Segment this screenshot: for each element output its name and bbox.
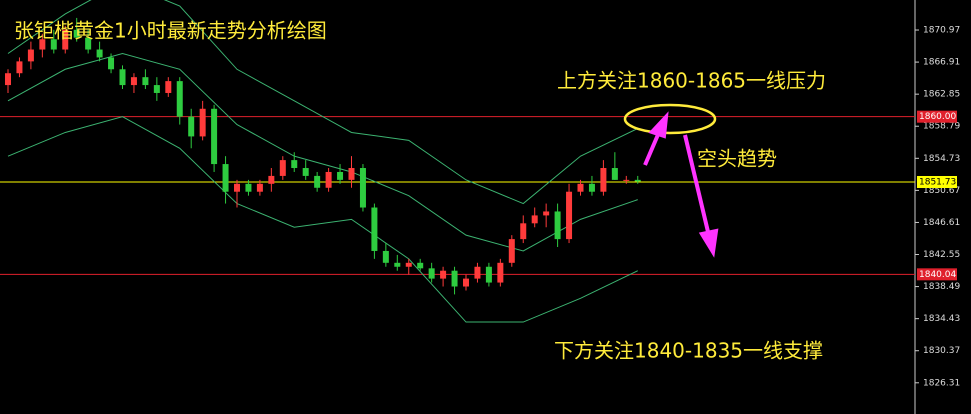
y-tick-label: 1838.49 xyxy=(923,282,960,292)
candle-body xyxy=(130,77,137,86)
candle-body xyxy=(234,183,240,192)
candle-body xyxy=(474,266,481,279)
price-label-box xyxy=(917,110,957,123)
candle-body xyxy=(531,215,538,224)
candle-body xyxy=(5,73,11,86)
candle-body xyxy=(199,108,206,137)
arrow-head xyxy=(648,111,669,139)
arrow-head xyxy=(698,228,719,258)
chart-title: 张钜楷黄金1小时最新走势分析绘图 xyxy=(14,19,327,43)
price-label-box xyxy=(917,175,957,188)
candle-body xyxy=(337,171,344,180)
candle-body xyxy=(39,39,46,50)
marks xyxy=(0,0,915,323)
candle-body xyxy=(85,37,92,50)
annotation: 下方关注1840-1835一线支撑 xyxy=(554,339,823,363)
y-tick-label: 1870.97 xyxy=(923,26,960,36)
candle-body xyxy=(96,49,103,58)
candle-body xyxy=(508,239,515,263)
candle-body xyxy=(222,164,229,192)
candle-body xyxy=(463,278,469,287)
candle-body xyxy=(73,29,80,38)
candle-body xyxy=(359,168,366,208)
y-tick-label: 1854.73 xyxy=(923,154,960,164)
arrows xyxy=(643,111,719,258)
candle-body xyxy=(291,160,298,169)
band-line xyxy=(7,52,638,252)
highlight-ellipse xyxy=(623,103,717,135)
y-tick-label: 1830.37 xyxy=(923,346,960,356)
candle-body xyxy=(554,211,561,240)
price-label: 1840.04 xyxy=(919,270,956,280)
y-tick-label: 1846.61 xyxy=(923,218,960,228)
candle-body xyxy=(245,183,252,192)
candle-body xyxy=(27,49,34,62)
candle-body xyxy=(497,262,504,283)
annotation: 上方关注1860-1865一线压力 xyxy=(557,69,826,93)
candle-body xyxy=(382,250,389,263)
candle-body xyxy=(588,183,595,192)
price-label: 1851.73 xyxy=(919,177,956,187)
candle-body xyxy=(623,179,630,181)
candle-body xyxy=(211,108,218,165)
candle-body xyxy=(371,207,378,251)
candle-body xyxy=(256,183,263,192)
y-tick-label: 1858.79 xyxy=(923,122,960,132)
candle-body xyxy=(611,168,618,180)
candle-body xyxy=(577,183,584,192)
band-line xyxy=(7,116,638,323)
candle-body xyxy=(153,85,160,93)
y-tick-label: 1850.67 xyxy=(923,186,960,196)
candle-body xyxy=(440,270,447,279)
annotation: 空头趋势 xyxy=(697,147,777,171)
candle-body xyxy=(165,81,172,93)
candle-body xyxy=(405,262,412,267)
candle-body xyxy=(302,168,309,176)
candle-body xyxy=(634,179,641,182)
candle-body xyxy=(50,39,57,50)
y-tick-label: 1862.85 xyxy=(923,90,960,100)
arrow xyxy=(683,134,711,237)
price-label: 1860.00 xyxy=(919,112,956,122)
price-label-box xyxy=(917,268,957,281)
y-tick-label: 1842.55 xyxy=(923,250,960,260)
candle-body xyxy=(417,262,424,269)
candle-body xyxy=(543,211,550,216)
candle-body xyxy=(600,168,607,192)
candle-body xyxy=(268,175,275,184)
band-line xyxy=(7,0,638,205)
candle-body xyxy=(485,266,492,283)
y-tick-label: 1834.43 xyxy=(923,314,960,324)
candle-body xyxy=(16,61,23,74)
candle-body xyxy=(394,262,401,267)
candle-body xyxy=(325,171,332,188)
candle-body xyxy=(119,69,126,86)
candle-body xyxy=(176,81,183,117)
candle-body xyxy=(108,57,115,70)
candle-body xyxy=(451,270,458,287)
candle-body xyxy=(62,29,69,50)
candle-body xyxy=(279,160,286,176)
candle-body xyxy=(142,77,149,86)
candle-body xyxy=(566,191,573,240)
candle-body xyxy=(428,268,435,279)
y-tick-label: 1826.31 xyxy=(923,378,960,388)
y-tick-label: 1866.91 xyxy=(923,58,960,68)
candle-body xyxy=(520,223,527,240)
candle-body xyxy=(348,168,355,180)
candle-body xyxy=(188,116,195,137)
candle-body xyxy=(314,175,321,188)
